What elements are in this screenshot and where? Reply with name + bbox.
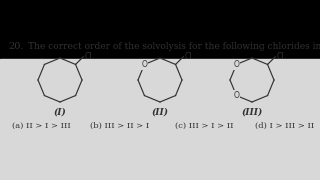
Text: Cl: Cl — [84, 52, 92, 61]
Text: O: O — [234, 91, 239, 100]
Text: (c) III > I > II: (c) III > I > II — [175, 122, 234, 130]
Text: O: O — [141, 60, 148, 69]
Text: (I): (I) — [54, 108, 66, 117]
Text: (d) I > III > II: (d) I > III > II — [255, 122, 314, 130]
Text: (b) III > II > I: (b) III > II > I — [90, 122, 149, 130]
Text: 20.: 20. — [8, 42, 23, 51]
Text: Cl: Cl — [184, 52, 192, 61]
Bar — [0, 0, 320, 59]
Text: Cl: Cl — [276, 52, 284, 61]
Bar — [0, 59, 320, 180]
Text: (a) II > I > III: (a) II > I > III — [12, 122, 71, 130]
Text: O: O — [234, 60, 239, 69]
Text: (III): (III) — [241, 108, 263, 117]
Text: (II): (II) — [151, 108, 169, 117]
Text: The correct order of the solvolysis for the following chlorides in acetic acid i: The correct order of the solvolysis for … — [28, 42, 320, 51]
